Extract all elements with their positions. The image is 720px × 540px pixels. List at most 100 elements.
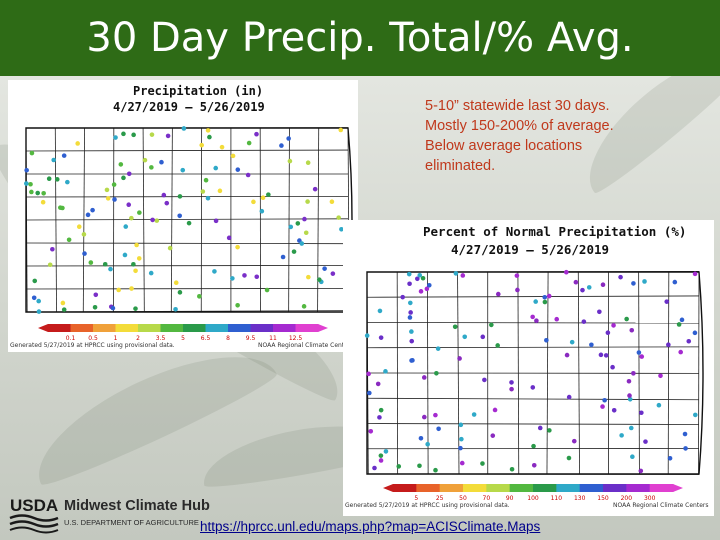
station-dot <box>121 131 126 137</box>
station-dot <box>686 338 692 344</box>
station-dot <box>530 385 536 390</box>
station-dot <box>664 299 670 304</box>
station-dot <box>626 378 632 384</box>
percent-map-dates: 4/27/2019 – 5/26/2019 <box>451 242 610 257</box>
scale-swatch <box>463 484 487 492</box>
station-dot <box>173 280 179 285</box>
station-dot <box>415 276 420 282</box>
station-dot <box>531 462 537 468</box>
station-dot <box>509 466 515 472</box>
scale-label: 50 <box>459 495 467 502</box>
state-border <box>366 271 704 475</box>
precip-generated-note: Generated 5/27/2019 at HPRCC using provi… <box>10 342 175 349</box>
station-dot <box>672 279 678 285</box>
station-dot <box>29 189 34 195</box>
station-dot <box>217 188 223 194</box>
station-dot <box>679 317 685 323</box>
station-dot <box>112 197 117 202</box>
station-dot <box>408 310 413 315</box>
station-dot <box>418 435 424 441</box>
hub-name: Midwest Climate Hub <box>64 498 210 514</box>
station-dot <box>131 262 136 267</box>
station-dot <box>306 274 311 280</box>
station-dot <box>129 215 134 221</box>
station-dot <box>108 266 113 272</box>
station-dot <box>126 171 132 177</box>
station-dot <box>47 262 53 268</box>
station-dot <box>164 200 170 206</box>
scale-swatch <box>533 484 557 492</box>
station-dot <box>58 205 63 210</box>
scale-label: 100 <box>527 495 539 502</box>
scale-swatch <box>556 484 581 492</box>
station-dot <box>495 343 500 348</box>
station-dot <box>203 177 209 183</box>
county-line <box>25 195 349 198</box>
scale-swatch <box>228 324 251 332</box>
station-dot <box>31 295 37 301</box>
scale-swatch <box>250 324 274 332</box>
station-dot <box>29 150 35 156</box>
svg-text:USDA: USDA <box>10 496 58 515</box>
station-dot <box>636 350 642 355</box>
station-dot <box>110 305 116 311</box>
station-dot <box>104 187 110 193</box>
station-dot <box>495 291 501 297</box>
percent-normal-map: Percent of Normal Precipitation (%) 4/27… <box>343 220 714 516</box>
station-dot <box>279 143 284 148</box>
scale-swatch <box>115 324 139 332</box>
precip-map-dates: 4/27/2019 – 5/26/2019 <box>113 100 265 114</box>
scale-label: 3.5 <box>156 335 166 342</box>
county-grid <box>366 271 704 475</box>
scale-label: 0.1 <box>66 335 76 342</box>
station-dot <box>111 182 117 187</box>
station-dot <box>76 224 82 230</box>
hprcc-maps-link[interactable]: https://hprcc.unl.edu/maps.php?map=ACISC… <box>200 519 541 534</box>
county-line <box>25 149 349 152</box>
station-dot <box>417 272 423 278</box>
station-dot <box>118 162 124 167</box>
scale-label: 200 <box>621 495 633 502</box>
station-dot <box>631 371 636 376</box>
station-dot <box>554 316 560 322</box>
scale-label: 6.5 <box>201 335 211 342</box>
station-dot <box>167 245 173 251</box>
station-dot <box>51 157 56 163</box>
station-dot <box>133 306 138 311</box>
station-dot <box>676 322 682 327</box>
station-dot <box>682 431 688 437</box>
scale-arrow-right <box>673 484 683 492</box>
scale-label: 9.5 <box>246 335 256 342</box>
station-dot <box>36 309 42 314</box>
station-dot <box>692 271 698 277</box>
station-dot <box>312 186 318 192</box>
station-dot <box>329 199 335 205</box>
station-dot <box>316 277 322 282</box>
scale-swatch <box>138 324 161 332</box>
station-dot <box>422 414 427 420</box>
station-dot <box>378 407 384 413</box>
scale-swatch <box>183 324 206 332</box>
station-dot <box>639 354 645 359</box>
county-line <box>366 346 700 349</box>
county-line <box>366 295 700 298</box>
station-dot <box>136 256 142 261</box>
station-dot <box>200 189 206 194</box>
station-dot <box>372 465 377 471</box>
station-dot <box>643 439 648 444</box>
scale-label: 25 <box>436 495 444 502</box>
station-dot <box>600 404 605 409</box>
station-dot <box>254 274 260 280</box>
station-dot <box>24 181 29 186</box>
station-dot <box>286 136 291 141</box>
station-dot <box>287 158 293 164</box>
station-dot <box>642 279 647 284</box>
station-dot <box>610 364 615 370</box>
scale-label: 70 <box>483 495 491 502</box>
station-dot <box>435 346 441 351</box>
scale-swatch <box>205 324 229 332</box>
station-dot <box>280 254 286 260</box>
station-dot <box>436 426 441 432</box>
station-dot <box>566 394 572 400</box>
station-dot <box>515 287 520 293</box>
